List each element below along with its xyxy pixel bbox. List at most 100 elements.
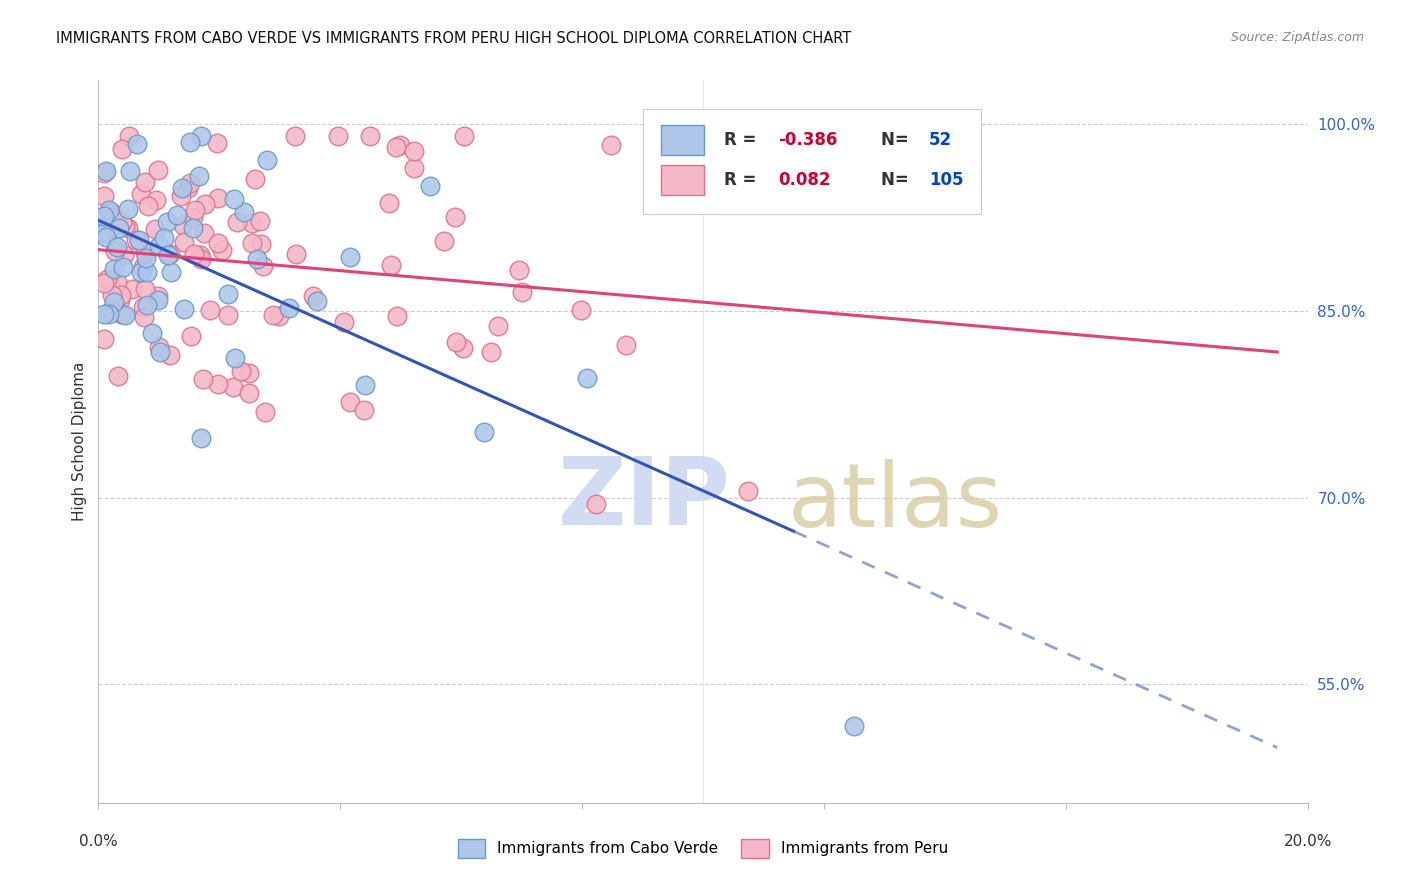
Point: [111, 260, 134, 274]
Text: 0.0%: 0.0%: [79, 834, 118, 849]
Point: [136, 199, 159, 213]
Text: 20.0%: 20.0%: [1284, 834, 1331, 849]
Point: [134, 175, 156, 189]
Point: [145, 193, 167, 207]
Point: [225, 215, 247, 229]
Point: [419, 179, 441, 194]
Point: [307, 294, 329, 309]
Point: [385, 310, 408, 324]
Point: [132, 260, 155, 274]
Point: [246, 252, 269, 267]
Point: [510, 285, 533, 299]
Point: [148, 341, 170, 355]
Point: [211, 243, 233, 257]
Point: [190, 129, 212, 144]
Point: [110, 287, 132, 301]
Point: [96, 230, 118, 244]
Point: [132, 310, 155, 325]
Point: [432, 234, 454, 248]
Point: [191, 372, 214, 386]
Point: [180, 329, 202, 343]
Point: [156, 247, 179, 261]
Point: [101, 210, 124, 224]
Point: [143, 222, 166, 236]
Point: [183, 246, 205, 260]
Point: [190, 431, 212, 445]
Point: [240, 235, 263, 250]
Point: [93, 209, 115, 223]
Point: [112, 248, 135, 262]
Point: [301, 288, 323, 302]
Point: [249, 214, 271, 228]
Point: [600, 137, 623, 152]
Point: [233, 205, 256, 219]
Point: [224, 351, 246, 365]
Point: [217, 308, 239, 322]
Point: [238, 367, 260, 381]
Point: [93, 227, 115, 241]
Point: [169, 188, 191, 202]
Point: [100, 287, 122, 301]
Point: [359, 129, 381, 144]
Point: [121, 282, 143, 296]
Point: [243, 172, 266, 186]
Point: [217, 287, 239, 301]
Point: [105, 275, 128, 289]
Point: [486, 318, 509, 333]
Point: [149, 345, 172, 359]
Point: [229, 364, 252, 378]
Point: [94, 164, 117, 178]
Point: [472, 425, 495, 439]
Point: [98, 203, 121, 218]
FancyBboxPatch shape: [643, 109, 981, 214]
Point: [284, 246, 307, 260]
Point: [93, 188, 115, 202]
Point: [111, 142, 134, 156]
Point: [148, 239, 170, 253]
Point: [207, 191, 229, 205]
Point: [173, 235, 195, 249]
Point: [585, 497, 607, 511]
Point: [153, 230, 176, 244]
Point: [575, 370, 598, 384]
Point: [98, 277, 121, 292]
Point: [111, 215, 134, 229]
Point: [479, 344, 502, 359]
Point: [339, 251, 361, 265]
Point: [132, 300, 155, 314]
Point: [97, 227, 120, 241]
Point: [129, 186, 152, 201]
Point: [93, 166, 115, 180]
Point: [136, 298, 159, 312]
Point: [250, 237, 273, 252]
Point: [146, 293, 169, 308]
Point: [166, 208, 188, 222]
Point: [156, 215, 179, 229]
Point: [114, 219, 136, 233]
Point: [129, 265, 152, 279]
Text: N=: N=: [880, 131, 914, 149]
Point: [354, 378, 377, 392]
Point: [135, 264, 157, 278]
Text: R =: R =: [724, 131, 762, 149]
Point: [179, 176, 201, 190]
Text: -0.386: -0.386: [778, 131, 838, 149]
Point: [93, 332, 115, 346]
Point: [508, 262, 530, 277]
Point: [193, 227, 215, 241]
Point: [353, 403, 375, 417]
Point: [103, 294, 125, 309]
Point: [262, 308, 284, 322]
Point: [569, 302, 592, 317]
Point: [170, 181, 193, 195]
Point: [190, 252, 212, 266]
Point: [114, 308, 136, 322]
Point: [184, 203, 207, 218]
Point: [146, 289, 169, 303]
Y-axis label: High School Diploma: High School Diploma: [72, 362, 87, 521]
Point: [96, 271, 118, 285]
Point: [240, 215, 263, 229]
Legend: Immigrants from Cabo Verde, Immigrants from Peru: Immigrants from Cabo Verde, Immigrants f…: [451, 833, 955, 863]
Point: [103, 261, 125, 276]
Point: [118, 164, 141, 178]
